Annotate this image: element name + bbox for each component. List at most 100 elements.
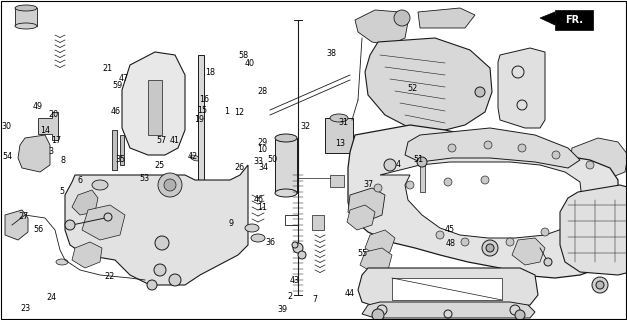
Ellipse shape [15,5,37,11]
Text: 57: 57 [157,136,167,145]
Text: 16: 16 [199,95,209,104]
Circle shape [552,151,560,159]
Bar [330,175,344,187]
Ellipse shape [15,23,37,29]
Text: 35: 35 [115,155,125,164]
Polygon shape [5,210,28,240]
Circle shape [481,176,489,184]
Polygon shape [38,112,58,140]
Text: 55: 55 [357,249,367,258]
Polygon shape [512,238,545,265]
Polygon shape [72,242,102,268]
Circle shape [506,238,514,246]
Circle shape [461,238,469,246]
Text: FR.: FR. [565,15,583,25]
Polygon shape [72,190,98,215]
Ellipse shape [251,234,265,242]
Text: 42: 42 [188,152,198,161]
Text: 40: 40 [245,59,255,68]
Polygon shape [560,185,627,275]
Circle shape [65,220,75,230]
Text: 59: 59 [113,81,123,90]
Ellipse shape [275,189,297,197]
Circle shape [448,144,456,152]
Circle shape [475,87,485,97]
Circle shape [515,310,525,320]
Text: 56: 56 [34,225,44,234]
Text: 50: 50 [268,155,278,164]
Text: 22: 22 [105,272,115,281]
Text: 10: 10 [257,145,267,154]
Circle shape [541,228,549,236]
Polygon shape [18,135,50,172]
Polygon shape [570,138,627,178]
Ellipse shape [56,259,68,265]
Polygon shape [122,52,185,155]
Text: 31: 31 [339,118,349,127]
Text: 34: 34 [258,163,268,172]
Text: 46: 46 [111,107,121,116]
Text: 29: 29 [257,138,267,147]
Circle shape [586,161,594,169]
Text: 26: 26 [234,163,245,172]
Bar [148,80,162,135]
Polygon shape [65,165,248,285]
Text: 54: 54 [3,152,13,161]
Bar [420,162,425,192]
Text: 51: 51 [414,155,424,164]
Circle shape [486,244,494,252]
Text: 44: 44 [345,289,355,298]
Bar [112,130,117,170]
Circle shape [164,179,176,191]
Bar [325,118,353,153]
Circle shape [154,264,166,276]
Text: 46: 46 [253,195,263,204]
Text: 53: 53 [139,174,149,183]
Text: 33: 33 [253,157,263,166]
Text: 32: 32 [301,122,311,131]
Polygon shape [418,8,475,28]
Circle shape [293,243,303,253]
Polygon shape [348,188,385,222]
Text: 30: 30 [1,122,11,131]
Text: 47: 47 [119,74,129,83]
Text: 17: 17 [51,136,61,145]
Circle shape [384,159,396,171]
Text: 28: 28 [257,87,267,96]
Text: 3: 3 [49,147,54,156]
Text: 8: 8 [60,156,65,164]
Bar [555,10,593,30]
Ellipse shape [245,224,259,232]
Polygon shape [365,230,395,255]
Text: 5: 5 [59,187,64,196]
Polygon shape [498,48,545,128]
Bar [120,135,124,165]
Text: 11: 11 [257,203,267,212]
Polygon shape [362,302,535,318]
Circle shape [544,258,552,266]
Polygon shape [380,162,582,238]
Ellipse shape [330,114,348,122]
Polygon shape [365,38,492,130]
Text: 21: 21 [103,64,113,73]
Text: 37: 37 [364,180,374,189]
Polygon shape [540,12,575,25]
Text: 15: 15 [197,106,207,115]
Polygon shape [360,248,392,272]
Circle shape [169,274,181,286]
Text: 45: 45 [445,225,455,234]
Text: 38: 38 [326,49,336,58]
Bar [15,8,37,26]
Text: 27: 27 [19,212,29,220]
Text: 14: 14 [40,126,50,135]
Circle shape [292,242,298,248]
Text: 13: 13 [335,139,345,148]
Circle shape [484,141,492,149]
Polygon shape [358,268,538,308]
Text: 58: 58 [238,51,248,60]
Ellipse shape [275,134,297,142]
Text: 7: 7 [312,295,317,304]
Text: 36: 36 [266,238,276,247]
Circle shape [374,184,382,192]
Bar [275,138,297,193]
